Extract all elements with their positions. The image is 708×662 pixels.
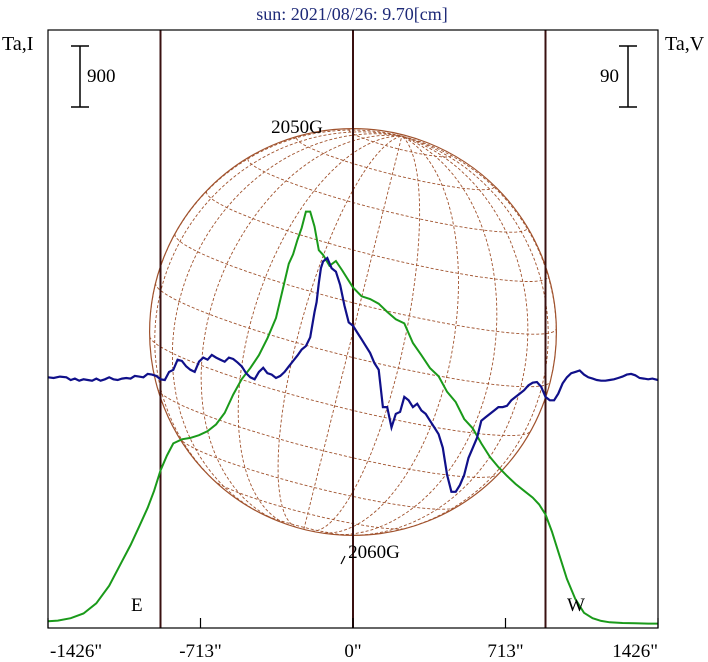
y-right-label: Ta,V — [665, 33, 705, 55]
disk-grid-line-13 — [171, 133, 402, 518]
x-axis-ticks: -1426" -713" 0" 713" 1426" — [47, 618, 659, 662]
disk-grid-line-17 — [303, 136, 403, 530]
left-scale-bar-label: 900 — [87, 66, 116, 87]
x-tick-label-2: 0" — [344, 641, 361, 662]
disk-grid-line-22 — [385, 135, 549, 534]
disk-grid-line-7 — [206, 191, 549, 282]
stokes-i-curve — [48, 210, 658, 625]
disk-grid-line-15 — [237, 135, 402, 526]
disk-grid-line-6 — [174, 233, 557, 335]
x-tick-label-4: 1426" — [612, 641, 658, 662]
x-tick-label-3: 713" — [487, 641, 523, 662]
x-tick-label-0: -1426" — [50, 641, 102, 662]
limb-label-east: E — [131, 595, 143, 616]
disk-grid-line-23 — [401, 135, 557, 412]
reference-lines — [159, 30, 547, 628]
disk-grid-line-8 — [247, 158, 528, 233]
disk-grid-line-16 — [277, 135, 402, 528]
disk-grid-line-14 — [200, 134, 402, 524]
right-scale-bar-label: 90 — [600, 66, 619, 87]
disk-grid-line-11 — [149, 129, 402, 315]
annotation-2050g: 2050G — [271, 117, 323, 138]
stokes-v-curve — [48, 256, 658, 493]
chart-title: sun: 2021/08/26: 9.70[cm] — [256, 4, 448, 24]
solar-disk-grid — [149, 129, 557, 536]
disk-grid-line-2 — [178, 437, 458, 510]
left-scale-bar: 900 — [71, 45, 116, 108]
annotation-2060g-pointer — [340, 555, 346, 565]
right-scale-bar: 90 — [600, 45, 637, 108]
disk-grid-line-12 — [154, 131, 402, 495]
disk-grid-line-5 — [155, 282, 551, 388]
x-tick-label-1: -713" — [179, 641, 222, 662]
annotation-2060g: 2060G — [348, 542, 400, 563]
disk-grid-line-19 — [319, 135, 459, 534]
disk-grid-line-21 — [340, 135, 529, 536]
disk-grid-line-4 — [149, 336, 531, 437]
disk-grid-line-18 — [311, 135, 421, 532]
limb-label-west: W — [567, 595, 585, 616]
disk-grid-line-20 — [325, 135, 498, 536]
y-left-label: Ta,I — [2, 33, 33, 55]
disk-grid-line-3 — [157, 388, 500, 478]
